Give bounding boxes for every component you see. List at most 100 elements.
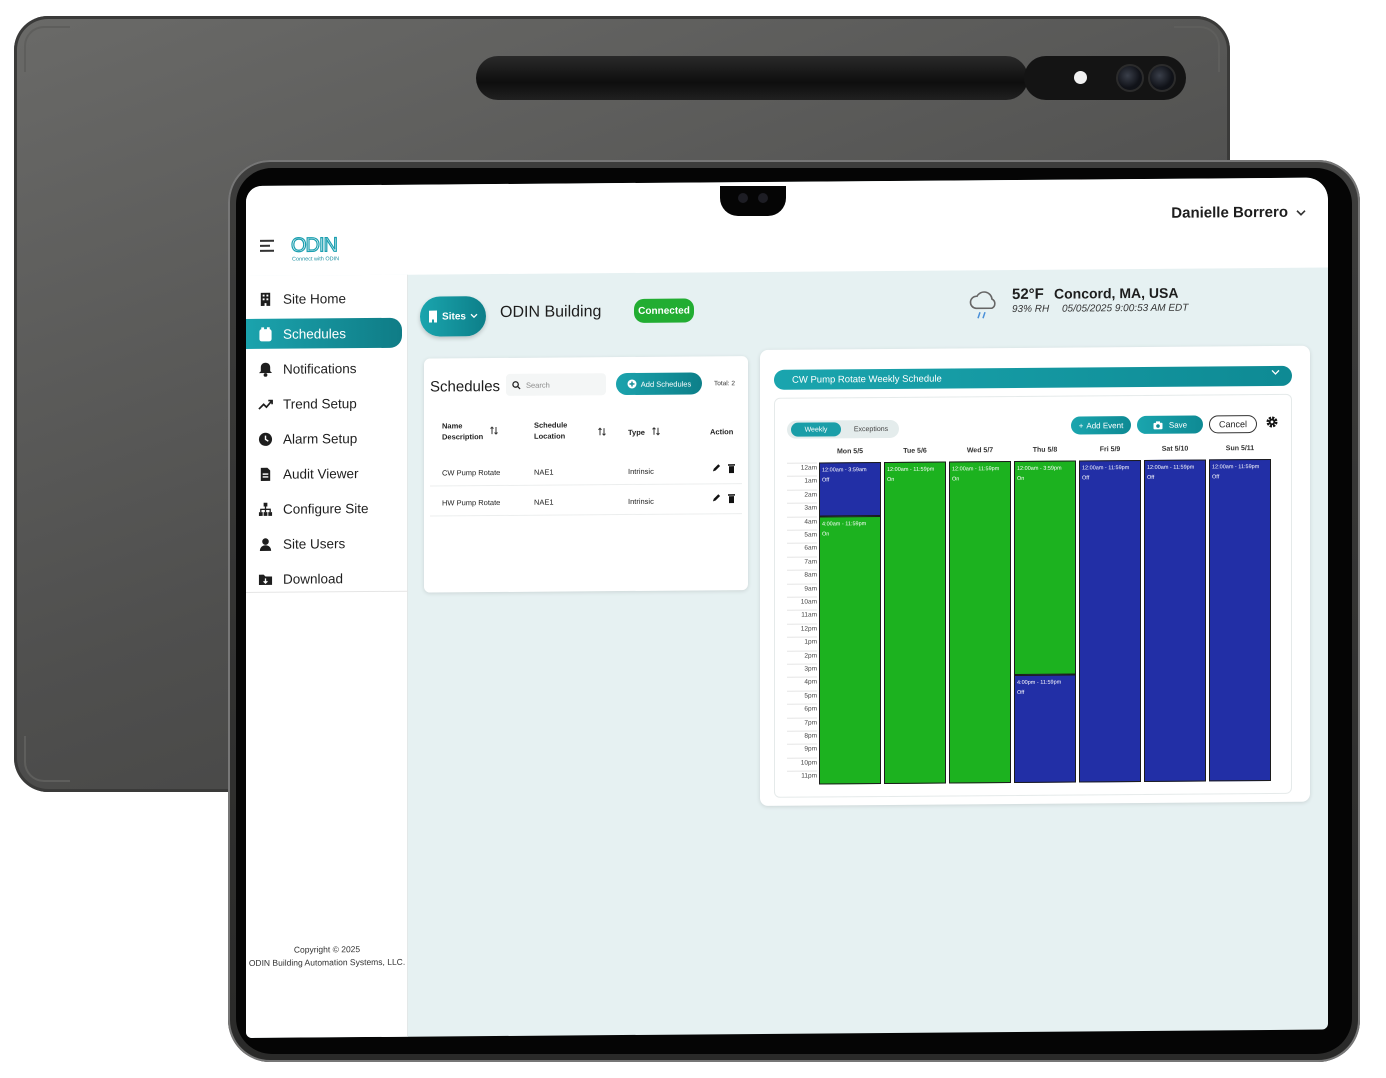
day-column: 12:00am - 11:59pm On bbox=[884, 461, 946, 784]
hour-label: 9pm bbox=[804, 745, 817, 754]
schedule-event[interactable]: 12:00am - 11:59pm On bbox=[949, 460, 1011, 784]
frame-corner bbox=[24, 736, 70, 782]
sidebar-item-site-users[interactable]: Site Users bbox=[246, 528, 402, 559]
trash-icon[interactable] bbox=[727, 463, 736, 474]
schedule-type: Intrinsic bbox=[628, 496, 654, 506]
column-header-text: Action bbox=[710, 427, 734, 437]
sidebar-item-notifications[interactable]: Notifications bbox=[246, 353, 402, 384]
save-button[interactable]: Save bbox=[1137, 415, 1203, 435]
event-time: 4:00am - 11:59pm bbox=[822, 520, 867, 528]
edit-pencil-icon[interactable] bbox=[712, 493, 721, 502]
event-state: On bbox=[952, 476, 960, 483]
frame-corner bbox=[24, 26, 70, 72]
sidebar-item-label: Configure Site bbox=[283, 500, 369, 517]
column-header-text: Description bbox=[442, 432, 484, 442]
day-header: Fri 5/9 bbox=[1099, 446, 1121, 454]
sidebar-item-label: Site Users bbox=[283, 535, 346, 552]
schedule-event[interactable]: 12:00am - 3:59pm On bbox=[1014, 460, 1076, 676]
total-count: Total: 2 bbox=[714, 380, 735, 388]
search-input[interactable]: Search bbox=[506, 373, 606, 396]
location: Concord, MA, USA bbox=[1054, 284, 1179, 302]
schedule-event[interactable]: 12:00am - 11:59pm Off bbox=[1079, 459, 1141, 783]
column-header-location[interactable]: Schedule Location bbox=[534, 419, 567, 441]
hour-label: 2pm bbox=[804, 652, 817, 660]
table-row[interactable]: CW Pump Rotate NAE1 Intrinsic bbox=[430, 454, 742, 487]
schedule-event[interactable]: 4:00am - 11:59pm On bbox=[819, 515, 881, 785]
hour-label: 11am bbox=[801, 611, 817, 620]
edit-pencil-icon[interactable] bbox=[712, 463, 721, 472]
sidebar-item-configure-site[interactable]: Configure Site bbox=[246, 493, 402, 524]
event-state: Off bbox=[1017, 690, 1025, 697]
schedule-event[interactable]: 12:00am - 11:59pm On bbox=[884, 461, 946, 784]
sidebar-item-site-home[interactable]: Site Home bbox=[246, 283, 402, 314]
odin-logo[interactable]: ODIN Connect with ODIN bbox=[290, 229, 350, 263]
add-event-button[interactable]: + Add Event bbox=[1071, 416, 1131, 435]
hour-label: 10am bbox=[800, 598, 817, 606]
tab-exceptions[interactable]: Exceptions bbox=[853, 425, 889, 433]
schedules-title: Schedules bbox=[430, 378, 501, 396]
weekly-schedule-title: CW Pump Rotate Weekly Schedule bbox=[792, 373, 942, 386]
sort-icon[interactable] bbox=[490, 426, 499, 435]
sidebar-item-schedules[interactable]: Schedules bbox=[246, 317, 402, 349]
sites-label: Sites bbox=[442, 310, 466, 322]
schedule-type: Intrinsic bbox=[628, 466, 654, 476]
user-icon bbox=[259, 537, 272, 551]
copyright: Copyright © 2025 ODIN Building Automatio… bbox=[246, 943, 408, 970]
calendar-icon bbox=[259, 326, 272, 341]
day-column: 12:00am - 11:59pm On bbox=[949, 460, 1011, 784]
sort-icon[interactable] bbox=[598, 427, 607, 436]
hour-label: 4pm bbox=[804, 678, 817, 687]
building-icon bbox=[429, 310, 438, 323]
column-header-type[interactable]: Type bbox=[628, 427, 645, 438]
building-name: ODIN Building bbox=[500, 303, 602, 322]
sidebar-item-alarm-setup[interactable]: Alarm Setup bbox=[246, 423, 402, 454]
day-column: 12:00am - 11:59pm Off bbox=[1209, 458, 1271, 782]
day-column: 12:00am - 3:59am Off 4:00am - 11:59pm On bbox=[819, 462, 881, 785]
add-schedules-label: Add Schedules bbox=[640, 379, 692, 389]
schedule-event[interactable]: 4:00pm - 11:59pm Off bbox=[1014, 674, 1076, 783]
table-row[interactable]: HW Pump Rotate NAE1 Intrinsic bbox=[430, 484, 742, 517]
day-header: Wed 5/7 bbox=[966, 447, 994, 455]
datetime: 05/05/2025 9:00:53 AM EDT bbox=[1062, 302, 1189, 315]
schedule-event[interactable]: 12:00am - 11:59pm Off bbox=[1209, 458, 1271, 782]
save-label: Save bbox=[1168, 420, 1188, 430]
gear-icon[interactable] bbox=[1265, 415, 1279, 429]
sidebar-item-download[interactable]: Download bbox=[246, 563, 402, 594]
schedule-event[interactable]: 12:00am - 11:59pm Off bbox=[1144, 459, 1206, 782]
schedules-card: Schedules Search Add Schedules Total: 2 … bbox=[424, 356, 748, 593]
sidebar-item-label: Audit Viewer bbox=[283, 465, 359, 482]
camera-save-icon bbox=[1153, 420, 1163, 429]
sites-dropdown-button[interactable]: Sites bbox=[420, 296, 486, 337]
sidebar-item-audit-viewer[interactable]: Audit Viewer bbox=[246, 458, 402, 489]
hour-label: 7pm bbox=[804, 719, 817, 727]
sort-icon[interactable] bbox=[652, 427, 661, 436]
view-toggle: Weekly Exceptions bbox=[787, 419, 899, 439]
camera-notch bbox=[720, 186, 786, 216]
event-state: On bbox=[1017, 475, 1025, 482]
schedule-location: NAE1 bbox=[534, 497, 554, 507]
sidebar-item-label: Notifications bbox=[283, 360, 357, 377]
column-header-name[interactable]: Name Description bbox=[442, 420, 483, 442]
event-state: On bbox=[887, 476, 895, 483]
hamburger-menu-icon[interactable] bbox=[260, 239, 274, 252]
cancel-button[interactable]: Cancel bbox=[1209, 415, 1257, 434]
hour-label: 11pm bbox=[801, 772, 817, 780]
stylus-pen bbox=[476, 56, 1028, 100]
event-time: 4:00pm - 11:59pm bbox=[1017, 679, 1062, 687]
sidebar-item-trend-setup[interactable]: Trend Setup bbox=[246, 388, 402, 419]
schedule-name: HW Pump Rotate bbox=[442, 498, 501, 508]
column-header-text: Schedule bbox=[534, 420, 568, 430]
hour-label: 8pm bbox=[804, 732, 817, 740]
hour-label: 9am bbox=[804, 585, 817, 593]
trash-icon[interactable] bbox=[727, 493, 736, 504]
day-header: Sat 5/10 bbox=[1161, 445, 1189, 453]
column-header-text: Type bbox=[628, 427, 645, 437]
user-menu[interactable]: Danielle Borrero bbox=[1171, 204, 1306, 222]
event-state: Off bbox=[1082, 475, 1090, 482]
weekly-schedule-header[interactable]: CW Pump Rotate Weekly Schedule bbox=[774, 365, 1292, 390]
tab-weekly[interactable]: Weekly bbox=[791, 422, 841, 437]
add-schedules-button[interactable]: Add Schedules bbox=[616, 372, 702, 396]
schedule-event[interactable]: 12:00am - 3:59am Off bbox=[819, 462, 881, 517]
event-state: Off bbox=[1147, 474, 1155, 481]
search-icon bbox=[512, 380, 521, 389]
